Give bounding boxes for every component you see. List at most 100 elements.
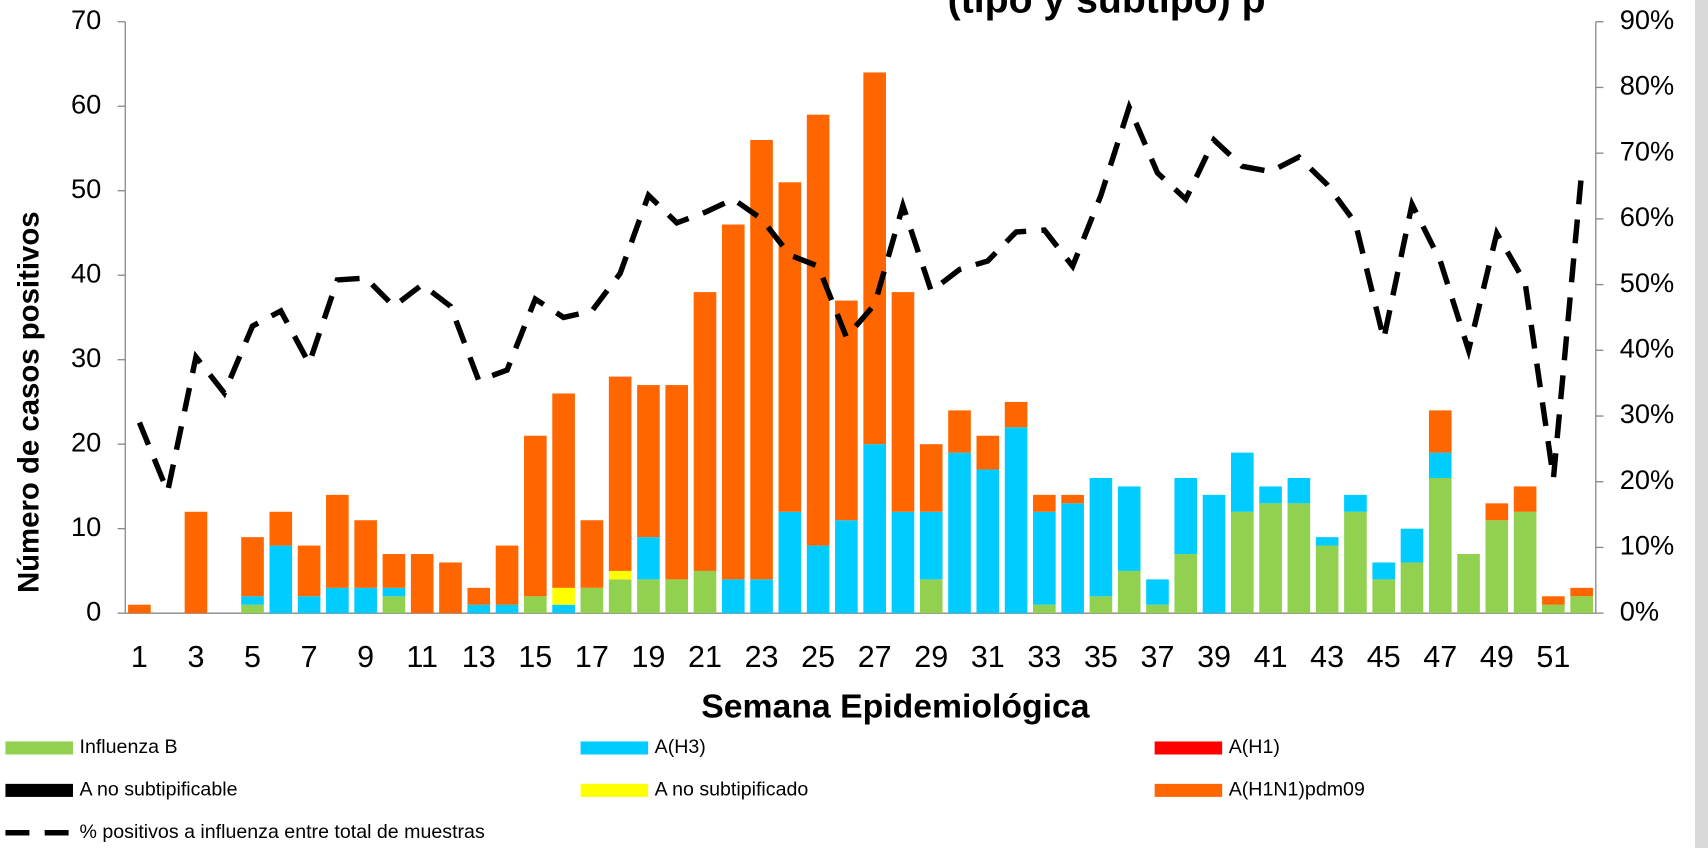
bar-segment — [976, 435, 1000, 470]
bar-segment — [1570, 587, 1593, 597]
bar-segment — [1400, 562, 1424, 614]
y-tick-label: 60 — [71, 88, 101, 119]
bar-segment — [1202, 494, 1226, 614]
legend-swatch — [1154, 783, 1223, 797]
bar-segment — [1457, 554, 1480, 614]
x-tick-label: 47 — [1423, 640, 1457, 674]
bar-segment — [1315, 545, 1339, 614]
chart-title: (tipo y subtipo) p — [948, 0, 1266, 21]
bar-segment — [297, 545, 321, 597]
y-tick-label: 70 — [71, 4, 101, 35]
bar-segment — [1372, 579, 1396, 614]
bar-segment — [1259, 486, 1282, 504]
x-tick-label: 7 — [301, 640, 318, 674]
x-tick-label: 49 — [1480, 640, 1514, 674]
bar-segment — [1344, 494, 1367, 512]
bar-segment — [863, 444, 886, 614]
x-tick-label: 27 — [858, 640, 892, 674]
y2-tick-label: 80% — [1620, 70, 1674, 101]
bar-segment — [1174, 477, 1198, 555]
bar-segment — [1230, 452, 1254, 512]
x-tick-label: 5 — [244, 640, 261, 674]
bar-segment — [1117, 570, 1141, 614]
y-tick-label: 30 — [71, 342, 101, 373]
bar-segment — [835, 300, 858, 521]
bar-segment — [580, 520, 604, 588]
bar-segment — [1428, 410, 1452, 453]
bar-segment — [1513, 511, 1537, 614]
bar-segment — [1372, 562, 1396, 580]
bar-segment — [382, 554, 406, 588]
bar-segment — [608, 376, 632, 571]
legend-swatch — [580, 783, 649, 797]
bar-segment — [1315, 537, 1339, 546]
bar-segment — [1004, 401, 1028, 428]
side-strip — [1694, 0, 1708, 848]
bar-segment — [891, 511, 915, 614]
x-tick-label: 43 — [1310, 640, 1344, 674]
bar-segment — [128, 604, 151, 614]
bar-segment — [269, 511, 293, 546]
bar-segment — [495, 604, 519, 614]
bar-segment — [1344, 511, 1367, 614]
bar-segment — [269, 545, 293, 614]
bar-segment — [297, 596, 321, 614]
bar-segment — [382, 587, 406, 597]
x-tick-label: 19 — [631, 640, 665, 674]
y2-tick-label: 30% — [1620, 398, 1674, 429]
y2-tick-label: 10% — [1620, 530, 1674, 561]
bar-segment — [778, 182, 802, 512]
bar-segment — [806, 114, 830, 546]
y2-tick-label: 40% — [1620, 333, 1674, 364]
x-tick-label: 13 — [462, 640, 496, 674]
bar-segment — [410, 554, 434, 614]
bar-segment — [326, 587, 349, 614]
bar-segment — [750, 579, 773, 614]
y-axis-label: Número de casos positivos — [12, 211, 45, 593]
bar-segment — [1485, 520, 1509, 614]
bar-segment — [241, 604, 264, 614]
x-tick-label: 15 — [518, 640, 552, 674]
bar-segment — [1089, 477, 1113, 597]
bar-segment — [608, 579, 632, 614]
legend-label: A no subtipificable — [80, 779, 238, 801]
y-tick-label: 40 — [71, 257, 101, 288]
bar-segment — [495, 545, 519, 605]
bar-segment — [835, 520, 858, 614]
y-tick-label: 10 — [71, 511, 101, 542]
y2-tick-label: 70% — [1620, 135, 1674, 166]
bar-segment — [524, 596, 547, 614]
bar-segment — [439, 562, 462, 614]
bar-segment — [637, 537, 660, 580]
bar-segment — [948, 452, 971, 614]
legend-label: A(H1) — [1229, 736, 1280, 758]
x-tick-label: 23 — [745, 640, 779, 674]
legend-label: A(H3) — [655, 736, 706, 758]
bar-segment — [184, 511, 208, 614]
bar-segment — [354, 587, 377, 614]
bar-segment — [1428, 452, 1452, 478]
x-tick-label: 51 — [1536, 640, 1570, 674]
x-tick-label: 25 — [801, 640, 835, 674]
bar-segment — [1061, 494, 1084, 504]
bar-segment — [665, 579, 689, 614]
bar-segment — [721, 224, 745, 580]
bar-segment — [919, 579, 943, 614]
x-tick-label: 21 — [688, 640, 722, 674]
bar-segment — [1428, 477, 1452, 614]
x-axis-label: Semana Epidemiológica — [701, 688, 1090, 726]
legend-label: A no subtipificado — [655, 779, 809, 801]
bar-segment — [1033, 511, 1056, 605]
bar-segment — [1117, 486, 1141, 571]
bar-segment — [693, 292, 717, 571]
bar-segment — [721, 579, 745, 614]
bar-segment — [1230, 511, 1254, 614]
bar-segment — [608, 570, 632, 580]
bar-segment — [1513, 486, 1537, 512]
bar-segment — [891, 292, 915, 512]
y2-tick-label: 50% — [1620, 267, 1674, 298]
bar-segment — [863, 72, 886, 445]
bar-segment — [1174, 554, 1198, 614]
bar-segment — [665, 385, 689, 580]
bar-segment — [1033, 604, 1056, 614]
